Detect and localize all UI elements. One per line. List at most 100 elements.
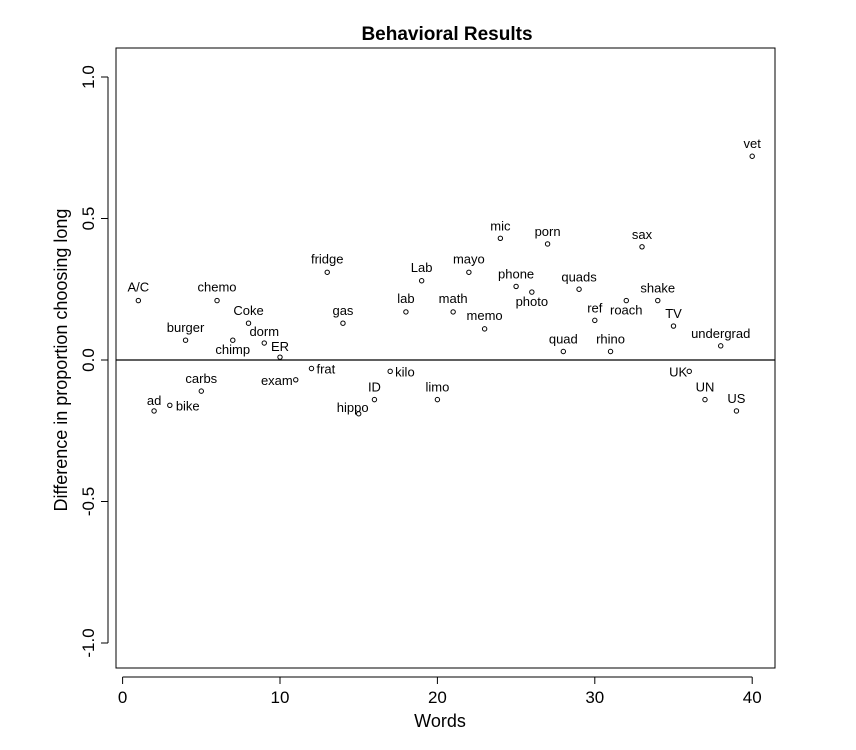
data-point <box>230 337 236 343</box>
y-tick-label: 1.0 <box>79 65 98 89</box>
data-point-label: fridge <box>311 251 344 266</box>
data-point <box>387 368 393 375</box>
plot-frame <box>115 47 776 669</box>
data-point <box>481 326 488 332</box>
x-axis-label: Words <box>414 711 466 731</box>
data-point-label: ad <box>147 393 161 408</box>
data-point-label: hippo <box>337 400 369 415</box>
data-point-label: mayo <box>453 251 485 266</box>
data-point <box>403 309 409 315</box>
y-axis-label: Difference in proportion choosing long <box>51 209 71 512</box>
data-point <box>576 286 582 292</box>
y-tick-label: -1.0 <box>79 628 98 657</box>
data-point <box>560 348 567 355</box>
data-point-label: math <box>439 291 468 306</box>
data-point <box>670 323 677 329</box>
data-point-label: rhino <box>596 332 625 347</box>
y-axis: -1.0 -0.5 0.0 0.5 1.0 <box>79 65 109 658</box>
data-point <box>356 411 362 417</box>
data-point-label: carbs <box>185 371 217 386</box>
x-tick-label: 0 <box>118 688 127 707</box>
data-point <box>182 337 189 343</box>
data-point-label: chemo <box>198 280 237 295</box>
x-tick-label: 20 <box>428 688 447 707</box>
y-tick-label: 0.0 <box>79 348 98 372</box>
data-point-label: TV <box>665 306 682 321</box>
data-point <box>623 297 629 304</box>
x-axis: 0 10 20 30 40 <box>118 676 762 707</box>
data-point-label: photo <box>516 294 549 309</box>
data-point <box>167 402 173 408</box>
data-point-label: ER <box>271 339 289 354</box>
data-point <box>418 278 425 284</box>
y-tick-label: 0.5 <box>79 207 98 231</box>
data-point-label: quad <box>549 332 578 347</box>
data-point-label: quads <box>561 269 597 284</box>
x-tick-label: 10 <box>271 688 290 707</box>
data-point <box>607 348 614 355</box>
data-point <box>261 340 267 346</box>
data-point-labels: A/C ad bike burger carbs chemo chimp Coke dormER… <box>128 136 762 415</box>
data-point <box>198 388 205 394</box>
x-tick-label: 30 <box>585 688 604 707</box>
data-point-label: shake <box>640 281 675 296</box>
data-point-label: Coke <box>233 303 263 318</box>
data-point-label: US <box>727 391 745 406</box>
x-tick-label: 40 <box>743 688 762 707</box>
data-point-label: chimp <box>215 342 250 357</box>
data-point-label: vet <box>744 136 762 151</box>
data-point <box>450 309 456 315</box>
data-point-label: burger <box>167 320 205 335</box>
data-point-label: roach <box>610 303 643 318</box>
chart-title: Behavioral Results <box>361 24 532 45</box>
data-point <box>245 320 252 326</box>
data-point-label: mic <box>490 218 511 233</box>
data-point <box>592 317 598 324</box>
data-point <box>340 320 346 326</box>
data-point <box>749 153 755 159</box>
data-point <box>434 396 441 403</box>
data-point-label: A/C <box>128 280 150 295</box>
data-point <box>513 283 519 290</box>
data-point-label: undergrad <box>691 326 750 341</box>
data-point <box>466 269 472 275</box>
data-point <box>655 297 661 304</box>
data-point <box>371 396 378 403</box>
data-point-label: memo <box>467 308 503 323</box>
data-points <box>135 153 755 417</box>
data-point <box>733 408 740 414</box>
data-point-label: phone <box>498 266 534 281</box>
data-point <box>135 297 142 304</box>
data-point <box>214 297 220 304</box>
data-point-label: bike <box>176 398 200 413</box>
data-point <box>639 244 645 250</box>
data-point <box>308 365 315 372</box>
y-tick-label: -0.5 <box>79 487 98 516</box>
data-point-label: sax <box>632 227 653 242</box>
data-point <box>293 377 299 383</box>
data-point-label: UK <box>669 364 687 379</box>
data-point-label: lab <box>397 291 414 306</box>
data-point <box>544 241 551 247</box>
data-point <box>718 343 724 349</box>
data-point-label: UN <box>696 380 715 395</box>
data-point <box>497 235 504 242</box>
data-point-label: Lab <box>411 260 433 275</box>
data-point-label: dorm <box>249 324 279 339</box>
data-point <box>686 368 692 375</box>
data-point-label: ref <box>587 300 603 315</box>
data-point-label: kilo <box>395 364 415 379</box>
data-point <box>702 396 708 403</box>
data-point <box>529 289 535 295</box>
data-point <box>324 269 330 275</box>
data-point-label: gas <box>332 303 353 318</box>
data-point-label: frat <box>316 361 335 376</box>
data-point-label: porn <box>535 224 561 239</box>
data-point <box>277 354 283 360</box>
data-point-label: ID <box>368 380 381 395</box>
data-point-label: limo <box>425 380 449 395</box>
data-point-label: exam <box>261 373 293 388</box>
data-point <box>151 408 157 414</box>
